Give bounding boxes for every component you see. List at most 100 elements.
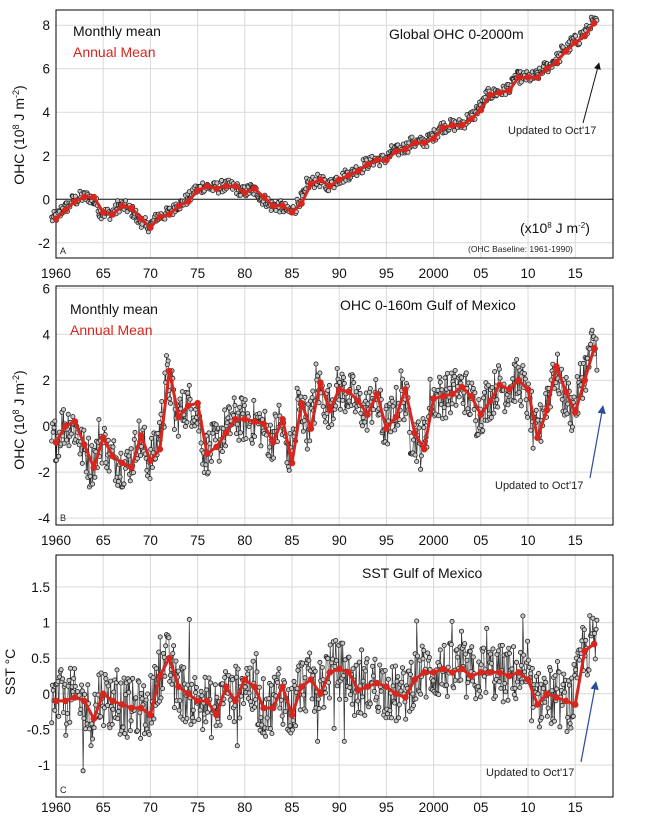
panel-c-monthly-point	[376, 704, 382, 710]
panel-c-monthly-point	[326, 695, 332, 701]
panel-a-y-tick-label: 2	[42, 149, 50, 164]
panel-b-monthly-point	[395, 422, 401, 428]
panel-b-y-tick-labels: -4 -2 0 2 4 6	[38, 281, 51, 526]
panel-c-monthly-point	[536, 670, 542, 676]
panel-b-y-tick-label: 0	[42, 419, 50, 434]
panel-c-monthly-point	[282, 709, 288, 715]
panel-a-annual-point	[590, 19, 598, 27]
panel-c-monthly-point	[256, 684, 262, 690]
panel-b-monthly-point	[559, 396, 565, 402]
panel-c-monthly-point	[316, 706, 322, 712]
panel-c-monthly-point	[490, 646, 496, 652]
panel-c-annual-point	[184, 690, 192, 698]
panel-a-baseline-note: (OHC Baseline: 1961-1990)	[468, 244, 573, 254]
panel-b-monthly-point	[198, 440, 204, 446]
panel-b-monthly-point	[481, 395, 487, 401]
panel-c-monthly-series	[49, 613, 600, 774]
panel-b-annual-point	[439, 393, 447, 400]
panel-a-annual-line	[54, 22, 596, 229]
panel-b-monthly-point	[389, 398, 395, 404]
panel-c-annual-point	[571, 701, 579, 708]
panel-b-monthly-point	[126, 453, 132, 459]
panel-b-frame	[55, 285, 614, 526]
panel-c-monthly-point	[66, 677, 72, 683]
panel-c-annual-point	[553, 694, 560, 701]
panel-b-monthly-point	[231, 395, 237, 401]
panel-a-x-tick-label: 15	[568, 266, 583, 281]
panel-c-monthly-point	[171, 643, 177, 649]
panel-c-monthly-point	[63, 732, 69, 738]
panel-b-monthly-point	[127, 478, 133, 484]
panel-b-annual-point	[279, 416, 286, 423]
panel-c-annual-point	[109, 697, 116, 705]
panel-a-annual-point	[137, 215, 145, 223]
panel-b-monthly-point	[385, 418, 391, 424]
panel-b-monthly-point	[115, 482, 121, 488]
panel-c-monthly-point	[321, 704, 327, 710]
panel-c-monthly-point	[333, 638, 339, 644]
panel-a-x-tick-label: 10	[521, 266, 536, 281]
panel-a-annotation: Updated to Oct'17	[508, 125, 596, 137]
panel-b-monthly-point	[436, 374, 442, 380]
panel-c-monthly-point	[175, 668, 181, 674]
panel-b-monthly-point	[266, 453, 272, 459]
panel-b-monthly-point	[525, 381, 531, 387]
panel-b-monthly-point	[447, 385, 453, 391]
panel-b-monthly-point	[524, 410, 530, 416]
panel-c-monthly-point	[67, 719, 73, 725]
panel-c-monthly-point	[363, 660, 369, 666]
panel-b-monthly-point	[447, 410, 453, 416]
panel-b-monthly-point	[203, 462, 209, 468]
panel-c-monthly-point	[347, 685, 353, 691]
panel-b-annual-point	[590, 344, 598, 352]
panel-b-y-tick-label: 6	[42, 281, 50, 296]
panel-a-annual-point	[222, 182, 230, 190]
panel-b-monthly-point	[401, 417, 407, 423]
panel-c-monthly-point	[176, 707, 182, 713]
panel-c-monthly-point	[325, 656, 331, 662]
panel-c-monthly-point	[394, 678, 400, 684]
panel-c-y-tick-label: 1.5	[31, 580, 50, 595]
panel-c-annual-point	[477, 669, 485, 676]
panel-a-y-tick-label: 8	[42, 18, 50, 33]
panel-c-monthly-point	[355, 698, 361, 704]
panel-c-monthly-point	[399, 665, 405, 671]
panel-c-monthly-point	[337, 696, 343, 702]
panel-a-annual-point	[326, 182, 334, 190]
panel-a-annual-point	[298, 200, 305, 207]
panel-c-monthly-point	[145, 691, 151, 697]
panel-c-monthly-point	[189, 681, 195, 687]
panel-a-monthly-point	[72, 193, 78, 199]
panel-b-monthly-point	[333, 382, 339, 388]
panel-c-annual-point	[392, 690, 400, 698]
panel-c-annual-point	[364, 683, 371, 690]
panel-c-monthly-point	[522, 669, 528, 675]
panel-b-monthly-point	[537, 402, 543, 408]
panel-c-monthly-point	[513, 696, 519, 702]
panel-c-monthly-point	[478, 662, 484, 668]
panel-b-monthly-point	[207, 441, 213, 447]
panel-b-monthly-point	[465, 406, 471, 412]
panel-c-y-tick-label: 0	[42, 687, 50, 702]
panel-c-monthly-point	[88, 743, 94, 749]
panel-c-annual-point	[241, 676, 249, 683]
panel-c-monthly-point	[77, 711, 83, 717]
panel-c-monthly-point	[419, 643, 425, 649]
panel-b-annual-point	[260, 420, 268, 428]
panel-b-x-tick-label: 65	[96, 533, 111, 548]
panel-c-x-tick-label: 10	[521, 800, 536, 815]
panel-b-monthly-point	[330, 416, 336, 422]
panel-c-monthly-point	[233, 674, 239, 680]
panel-c-annual-point	[468, 672, 475, 680]
panel-b-monthly-point	[130, 470, 136, 476]
panel-c-monthly-point	[385, 676, 391, 682]
panel-c-monthly-point	[141, 683, 147, 689]
panel-b-monthly-point	[178, 406, 184, 412]
panel-b-monthly-point	[571, 394, 577, 400]
panel-b-monthly-point	[556, 391, 562, 397]
panel-c-monthly-point	[71, 676, 77, 682]
panel-b-monthly-point	[472, 390, 478, 396]
panel-b-monthly-point	[594, 367, 600, 373]
panel-c-monthly-point	[542, 699, 548, 705]
panel-b-monthly-point	[61, 407, 67, 413]
